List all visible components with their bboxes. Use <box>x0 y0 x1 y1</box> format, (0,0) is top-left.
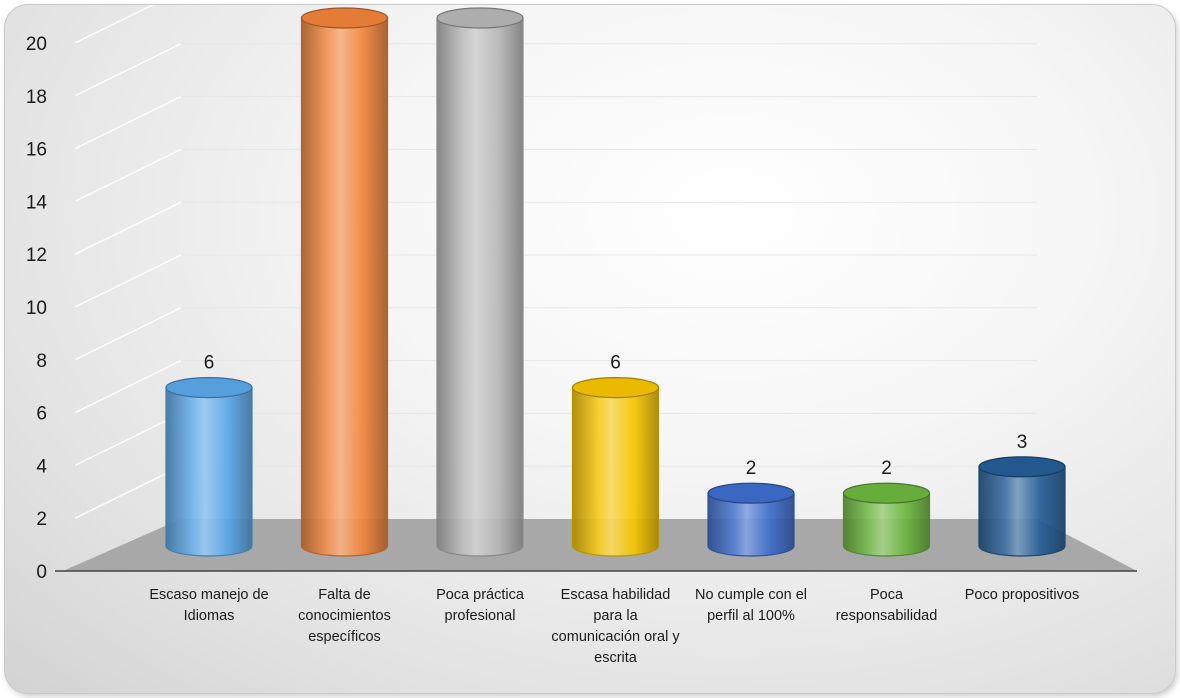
x-tick-label: Escasa habilidad para la comunicación or… <box>551 587 680 666</box>
y-tick-label: 2 <box>36 509 47 530</box>
grid-line-side <box>74 201 182 255</box>
y-tick-label: 10 <box>26 298 47 319</box>
bar-body <box>978 466 1066 557</box>
bars <box>165 7 1066 557</box>
bar-body <box>842 492 931 557</box>
x-tick-label: Poca responsabilidad <box>835 587 938 624</box>
bar-top <box>436 7 524 29</box>
x-tick-label: No cumple con el perfil al 100% <box>694 587 808 624</box>
grid-line-side <box>74 5 155 44</box>
x-tick-label: Escaso manejo de Idiomas <box>149 587 269 624</box>
grid-line-side <box>74 254 182 308</box>
x-tick-label: Poco propositivos <box>964 587 1080 603</box>
bar-top <box>571 377 660 399</box>
y-tick-label: 18 <box>26 87 47 108</box>
bar-4 <box>571 377 660 557</box>
bar-body <box>436 17 524 557</box>
y-tick-label: 14 <box>26 192 48 213</box>
data-label: 3 <box>1017 432 1028 453</box>
bar-1 <box>165 377 253 557</box>
bar-3 <box>436 7 524 557</box>
y-tick-labels: 0 2 4 6 8 10 12 14 16 18 20 <box>26 34 48 583</box>
grid-line-side <box>74 148 182 203</box>
y-tick-label: 4 <box>36 456 47 477</box>
bar-2 <box>300 7 389 557</box>
bar-top <box>978 456 1066 478</box>
y-tick-label: 16 <box>26 140 47 161</box>
bar-5 <box>707 482 795 557</box>
y-tick-label: 20 <box>26 34 47 55</box>
y-tick-label: 6 <box>36 404 47 425</box>
grid-line-side <box>74 412 182 467</box>
grid-line-side <box>74 307 182 361</box>
data-label: 6 <box>610 353 621 374</box>
bar-top <box>300 7 389 29</box>
y-tick-label: 0 <box>36 562 47 583</box>
bar-body <box>707 492 795 557</box>
bar-body <box>571 387 660 557</box>
x-tick-label: Falta de conocimientos específicos <box>298 587 391 645</box>
bar-top <box>165 377 253 399</box>
grid-line-side <box>74 43 182 97</box>
bar-body <box>165 387 253 557</box>
y-tick-label: 12 <box>26 245 47 266</box>
bar-7 <box>978 456 1066 557</box>
data-label: 2 <box>746 458 757 479</box>
bar-top <box>842 482 931 504</box>
x-tick-label: Poca práctica profesional <box>436 587 524 624</box>
data-labels: 620206223 <box>204 353 1028 480</box>
bar-top <box>707 482 795 504</box>
grid-line-side <box>74 95 182 150</box>
data-label: 6 <box>204 353 215 374</box>
data-label: 2 <box>881 458 892 479</box>
y-tick-label: 8 <box>36 351 47 372</box>
bar-body <box>300 17 389 557</box>
grid-line-side <box>74 465 182 519</box>
grid-line-side <box>74 359 182 414</box>
bar-6 <box>842 482 931 557</box>
